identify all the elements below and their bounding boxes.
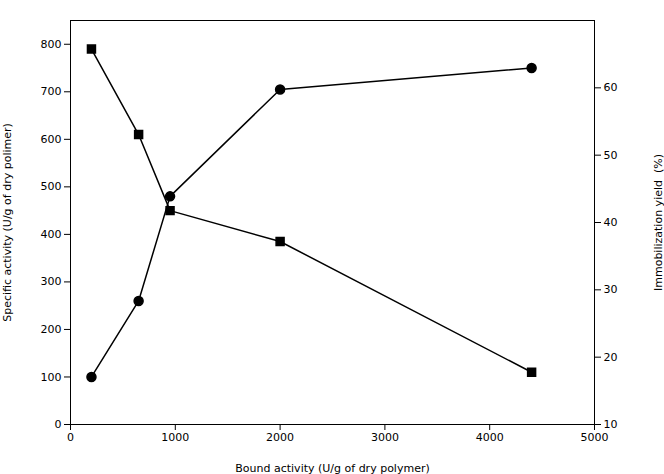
svg-text:10: 10: [604, 418, 618, 431]
svg-text:20: 20: [604, 351, 618, 364]
svg-text:Immobilization yield (%): Immobilization yield (%): [652, 154, 664, 291]
svg-text:800: 800: [41, 38, 62, 51]
svg-text:700: 700: [41, 85, 62, 98]
svg-text:0: 0: [55, 418, 62, 431]
svg-text:500: 500: [41, 180, 62, 193]
svg-text:300: 300: [41, 275, 62, 288]
svg-text:0: 0: [67, 431, 74, 444]
svg-text:200: 200: [41, 323, 62, 336]
svg-text:4000: 4000: [476, 431, 504, 444]
svg-text:400: 400: [41, 228, 62, 241]
svg-text:30: 30: [604, 283, 618, 296]
svg-text:Specific activity (U/g of dry: Specific activity (U/g of dry polimer): [1, 123, 14, 322]
svg-text:50: 50: [604, 149, 618, 162]
svg-text:5000: 5000: [581, 431, 609, 444]
svg-text:2000: 2000: [266, 431, 294, 444]
svg-text:60: 60: [604, 81, 618, 94]
svg-text:100: 100: [41, 370, 62, 383]
svg-text:3000: 3000: [371, 431, 399, 444]
svg-text:Bound activity (U/g of dry pol: Bound activity (U/g of dry polymer): [235, 462, 429, 474]
svg-text:1000: 1000: [161, 431, 189, 444]
svg-text:40: 40: [604, 216, 618, 229]
svg-text:600: 600: [41, 133, 62, 146]
